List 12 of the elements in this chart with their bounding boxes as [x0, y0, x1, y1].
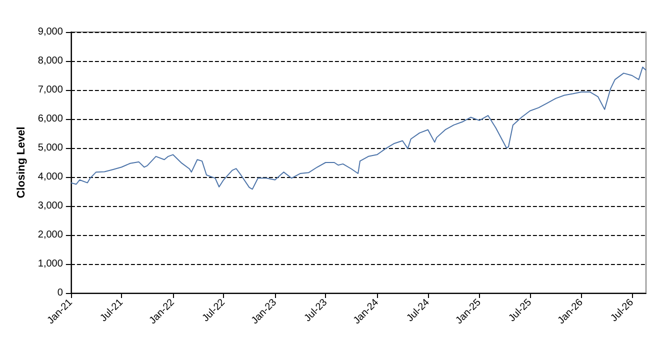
line-series	[70, 66, 646, 190]
y-axis-title: Closing Level	[16, 126, 28, 198]
y-tick-label: 8,000	[38, 56, 64, 66]
y-tick-label: 0	[57, 288, 64, 298]
y-tick-label: 5,000	[38, 142, 64, 154]
y-tick-label: 3,000	[38, 200, 64, 212]
y-tick-label: 9,000	[38, 26, 64, 38]
y-tick-label: 6,000	[38, 114, 64, 124]
y-tick-label: 7,000	[38, 84, 64, 96]
y-tick-label: 4,000	[38, 172, 64, 182]
y-tick-label: 1,000	[38, 258, 64, 270]
y-tick-label: 2,000	[38, 230, 64, 240]
